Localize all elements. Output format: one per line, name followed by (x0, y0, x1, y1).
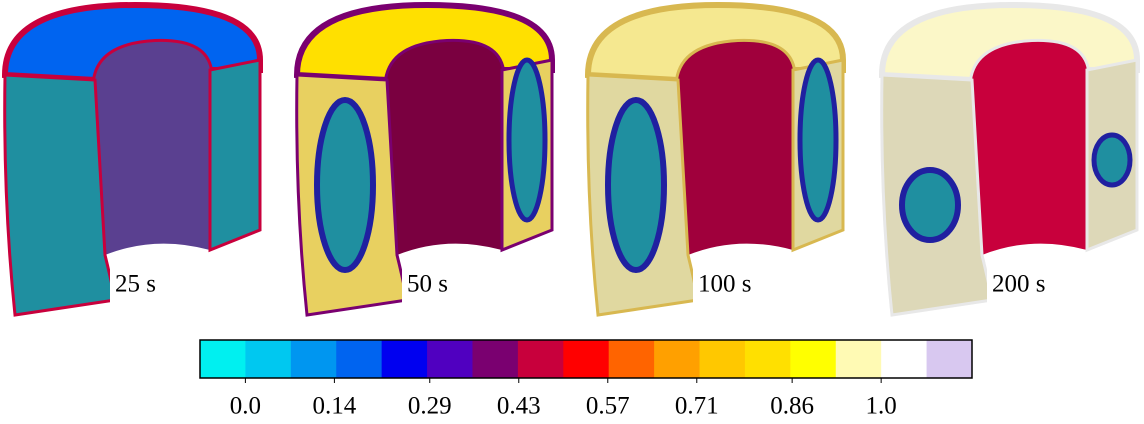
color-swatch (744, 340, 791, 378)
core (1091, 132, 1133, 188)
time-label: 50 s (407, 271, 448, 298)
color-swatch (200, 340, 246, 378)
tick-label: 0.29 (408, 393, 452, 420)
cut-face (3, 73, 117, 317)
color-swatch (699, 340, 746, 378)
tick-label: 0.86 (770, 393, 814, 420)
time-label: 25 s (115, 271, 156, 298)
inner-wall (95, 41, 210, 255)
color-swatch (563, 340, 610, 378)
color-swatch (654, 340, 701, 378)
color-swatch (608, 340, 655, 378)
color-swatch (472, 340, 519, 378)
label-bg (110, 265, 190, 305)
color-swatch (427, 340, 473, 378)
time-label: 100 s (698, 271, 751, 298)
tick-label: 0.0 (230, 393, 261, 420)
color-swatch (926, 340, 973, 378)
color-swatch (517, 340, 564, 378)
tick-label: 0.14 (313, 393, 357, 420)
color-swatch (881, 340, 928, 378)
panel: 200 s (878, 1, 1140, 317)
tick-label: 0.71 (675, 393, 719, 420)
cut-face (208, 58, 262, 253)
core (506, 57, 548, 223)
color-swatch (290, 340, 337, 378)
tick-label: 1.0 (866, 393, 897, 420)
panel: 25 s (1, 1, 263, 317)
colorbar: 0.0 0.14 0.29 0.43 0.57 0.71 0.86 1.0 (199, 339, 973, 420)
color-swatch (790, 340, 837, 378)
panel: 100 s (584, 1, 846, 317)
label-bg (402, 265, 482, 305)
inner-wall (678, 41, 793, 255)
core (899, 167, 961, 243)
tick-label: 0.43 (497, 393, 541, 420)
colorbar-frame (199, 339, 973, 379)
inner-wall (387, 41, 502, 255)
time-label: 200 s (992, 271, 1045, 298)
panel: 50 s (293, 1, 555, 317)
core (797, 57, 839, 223)
label-bg (987, 265, 1067, 305)
core (314, 97, 376, 273)
color-swatch (835, 340, 882, 378)
color-swatch (336, 340, 383, 378)
tick-label: 0.57 (586, 393, 630, 420)
color-swatch (245, 340, 292, 378)
color-swatch (381, 340, 428, 378)
inner-wall (972, 41, 1087, 255)
core (605, 97, 667, 273)
label-bg (693, 265, 773, 305)
panels: 25 s 50 s 100 s 200 s (1, 1, 1140, 317)
